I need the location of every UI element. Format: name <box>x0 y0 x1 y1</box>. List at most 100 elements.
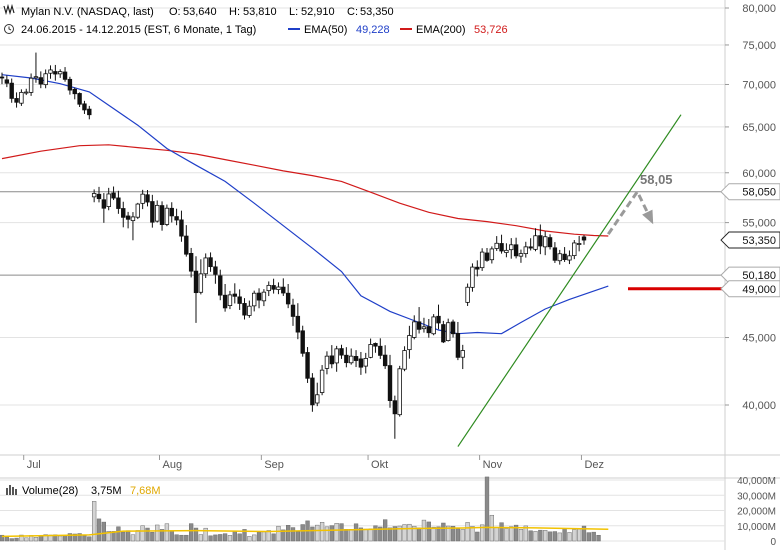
chart-type-icon[interactable] <box>3 3 16 16</box>
volume-bar <box>460 529 465 542</box>
x-tick-label: Sep <box>264 459 284 471</box>
volume-bar <box>416 527 422 542</box>
candle <box>125 211 131 229</box>
candle <box>528 238 533 251</box>
candle <box>82 100 87 114</box>
volume-bar <box>213 534 218 542</box>
candle <box>242 298 247 320</box>
volume-bar <box>436 526 441 542</box>
close-value: 53,350 <box>360 6 394 18</box>
price-label-text: 53,350 <box>742 235 776 247</box>
candle <box>513 237 519 259</box>
candle <box>412 315 417 340</box>
candle <box>470 263 475 292</box>
open-value: 53,640 <box>183 6 217 18</box>
volume-bar <box>106 530 111 542</box>
candle <box>150 194 155 228</box>
volume-bar <box>547 531 553 542</box>
ema200-line <box>1 144 609 237</box>
volume-bar <box>130 534 136 542</box>
candle <box>62 67 68 82</box>
price-label-tag: 58,050 <box>720 183 780 201</box>
volume-bar <box>218 534 223 542</box>
volume-bar <box>237 533 242 542</box>
time-axis: Jul Aug Sep Okt Nov Dez <box>0 454 780 479</box>
candle <box>91 189 97 203</box>
candle <box>198 259 204 295</box>
volume-bar <box>368 528 373 542</box>
candle <box>504 243 509 258</box>
volume-bar <box>242 529 247 542</box>
candle <box>19 89 24 106</box>
volume-bar <box>140 525 145 542</box>
candle <box>329 345 334 369</box>
candle <box>358 351 364 375</box>
volume-label: Volume(28) <box>22 485 78 497</box>
forecast-path <box>607 188 654 236</box>
forecast-arrowhead <box>642 209 654 225</box>
volume-bar <box>208 535 213 542</box>
volume-bar <box>509 526 514 542</box>
candle <box>24 88 29 96</box>
volume-bar <box>82 535 87 542</box>
candle <box>266 281 271 297</box>
candle <box>237 289 242 310</box>
volume-bar <box>383 519 388 542</box>
candle <box>276 282 281 295</box>
volume-bar <box>455 528 461 542</box>
volume-tick-label: 30,000M <box>737 491 776 502</box>
volume-bar <box>116 526 121 542</box>
y-tick-label: 60,000 <box>742 168 776 180</box>
volume-bar <box>533 531 538 542</box>
volume-tick-label: 0 <box>770 537 776 548</box>
volume-bar <box>281 529 286 542</box>
volume-bar <box>494 527 499 542</box>
candle <box>402 346 407 372</box>
candle <box>232 283 237 304</box>
candle <box>392 395 398 439</box>
volume-bar <box>111 531 116 542</box>
volume-bar <box>596 535 601 542</box>
date-range: 24.06.2015 - 14.12.2015 (EST, 6 Monate, … <box>21 24 256 36</box>
y-tick-label: 55,000 <box>742 218 776 230</box>
volume-tick-label: 40,000M <box>737 476 776 487</box>
volume-bar <box>339 523 344 542</box>
candle <box>222 283 228 312</box>
volume-bar <box>552 531 558 542</box>
candle <box>373 342 378 353</box>
candle <box>174 208 179 226</box>
price-label-tag: 50,180 <box>720 266 780 284</box>
volume-bar <box>252 534 257 542</box>
candle <box>378 338 383 359</box>
candle <box>455 321 461 361</box>
trendline <box>457 114 682 447</box>
ema200-legend-value: 53,726 <box>474 24 508 36</box>
candle <box>285 283 291 309</box>
volume-bar <box>358 527 364 542</box>
volume-bar <box>373 525 378 542</box>
volume-bar <box>518 529 524 542</box>
volume-bar <box>145 527 150 542</box>
candle <box>557 249 562 265</box>
volume-bar <box>407 523 412 542</box>
volume-bar <box>261 531 267 542</box>
open-label: O: <box>169 6 181 18</box>
volume-bar <box>300 524 305 542</box>
candle <box>130 212 136 241</box>
candle <box>38 71 43 89</box>
candle <box>4 75 10 88</box>
volume-bar <box>412 525 417 542</box>
candle <box>48 65 53 79</box>
volume-bar <box>232 530 237 542</box>
candle <box>353 350 359 368</box>
volume-bar <box>193 527 199 542</box>
volume-bar <box>179 534 184 542</box>
volume-bar <box>290 527 296 542</box>
candle <box>416 307 422 334</box>
candle <box>188 247 194 278</box>
candle <box>324 351 330 375</box>
volume-average-value: 7,68M <box>130 485 161 497</box>
candle <box>116 190 121 214</box>
candle <box>479 248 485 271</box>
volume-bar <box>14 537 19 542</box>
